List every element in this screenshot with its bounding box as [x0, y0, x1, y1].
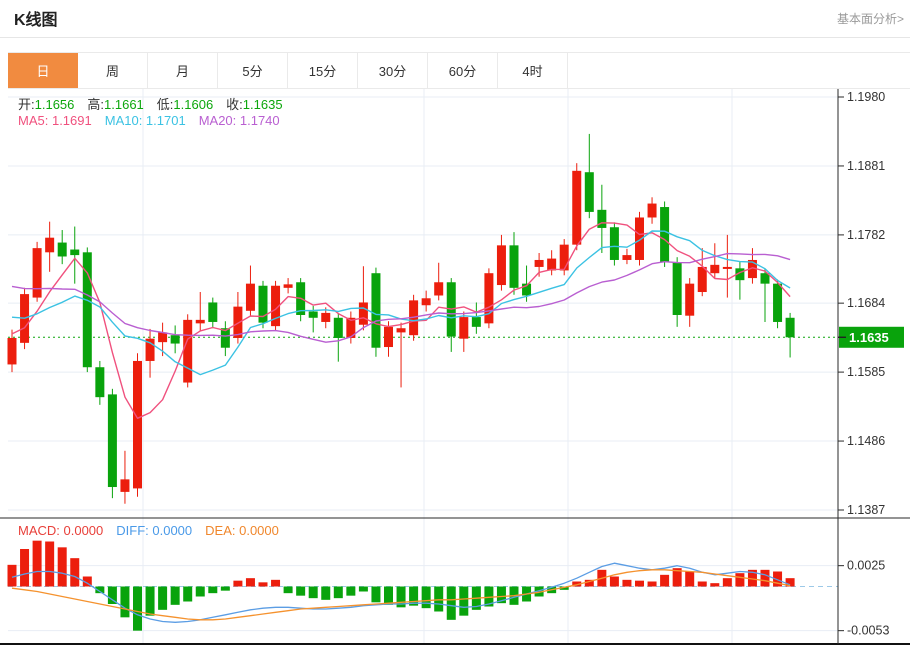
y-axis-label: 1.1486 — [847, 434, 885, 448]
grid-layer — [8, 89, 838, 644]
dea-line — [11, 569, 791, 621]
ma5-line — [11, 222, 791, 419]
fundamental-analysis-link[interactable]: 基本面分析> — [836, 12, 904, 26]
tab-period-2[interactable]: 月 — [148, 53, 218, 88]
tab-period-7[interactable]: 4时 — [498, 53, 568, 88]
y-axis-label: 1.1881 — [847, 159, 885, 173]
tab-period-6[interactable]: 60分 — [428, 53, 498, 88]
tab-period-4[interactable]: 15分 — [288, 53, 358, 88]
tab-period-1[interactable]: 周 — [78, 53, 148, 88]
tab-period-0[interactable]: 日 — [8, 53, 78, 88]
axis-layer: 1.1980 1.1881 1.1782 1.1684 1.1585 1.1486 1.13… — [0, 89, 910, 645]
tab-period-5[interactable]: 30分 — [358, 53, 428, 88]
ma20-line — [11, 252, 791, 343]
ma-layer — [11, 222, 791, 419]
current-price-tag: 1.1635 — [838, 326, 904, 348]
page-title: K线图 — [14, 12, 58, 29]
current-price-value: 1.1635 — [849, 330, 889, 345]
y-axis-label: 1.1782 — [847, 228, 885, 242]
tab-period-3[interactable]: 5分 — [218, 53, 288, 88]
y-axis-label: 1.1980 — [847, 90, 885, 104]
y-axis-label: 1.1684 — [847, 296, 885, 310]
macd-lines-layer — [11, 562, 791, 623]
y-axis-label: 1.1585 — [847, 365, 885, 379]
candles-layer — [7, 133, 795, 504]
diff-line — [11, 562, 791, 623]
y-axis-label: 1.1387 — [847, 503, 885, 517]
macd-axis-label: -0.0053 — [847, 624, 889, 638]
tab-bar: 日周月 5分 15分 30分 60分 4时 — [8, 52, 910, 89]
header-divider — [0, 37, 910, 38]
macd-hist-layer — [7, 540, 795, 631]
macd-axis-label: 0.0025 — [847, 559, 885, 573]
